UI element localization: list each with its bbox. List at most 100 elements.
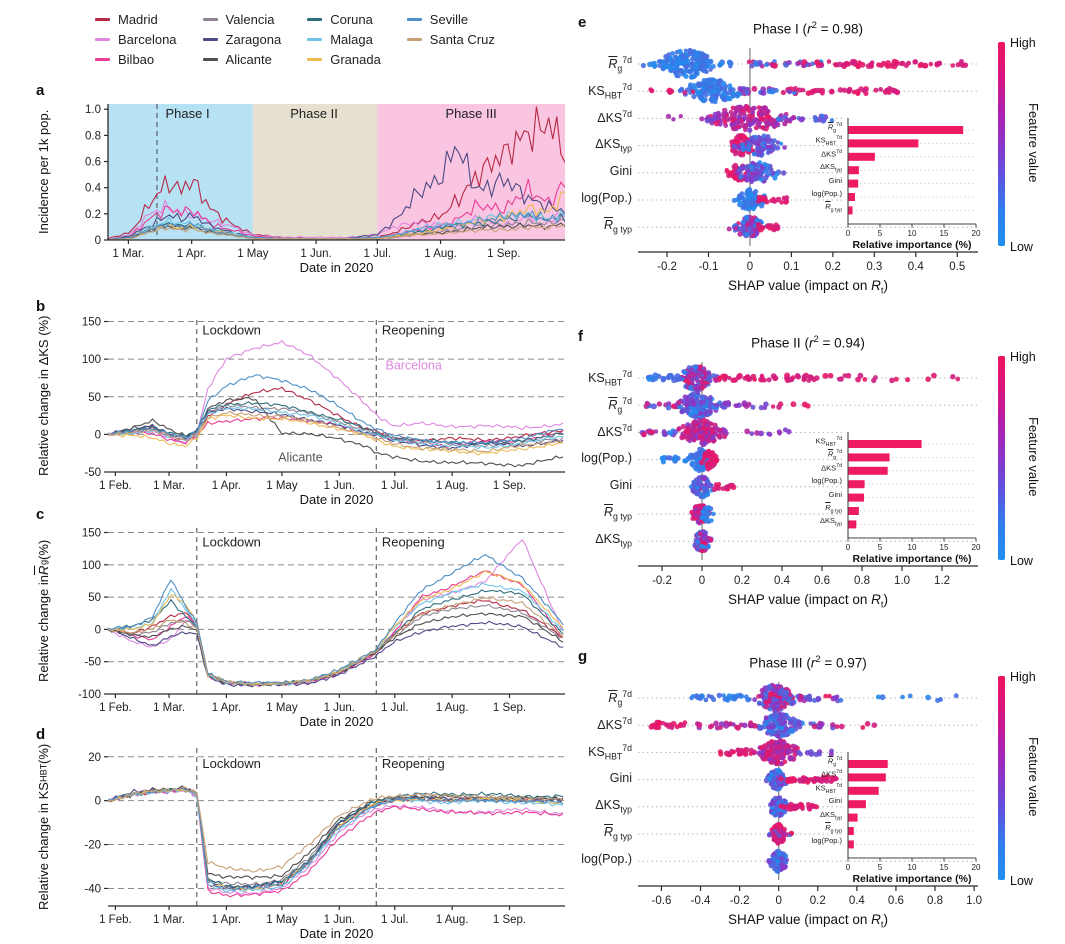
- y-axis-title-d: Relative change in KS HBT (%): [36, 743, 51, 911]
- legend-swatch: [307, 38, 323, 41]
- phase-label: Phase II: [290, 106, 338, 121]
- city-annotation: Alicante: [278, 450, 323, 464]
- x-tick-label: 1 Mar.: [153, 480, 185, 492]
- legend-label: Valencia: [225, 12, 275, 27]
- series-coruna: [108, 788, 564, 889]
- inset-tick-label: 15: [940, 863, 949, 872]
- legend-item-barcelona: Barcelona: [95, 32, 177, 47]
- shap-tick-label: 0: [699, 575, 705, 587]
- feature-label: ΔKS7d: [597, 423, 632, 440]
- shap-tick-label: 1.2: [934, 575, 950, 587]
- series-bilbao: [108, 788, 564, 898]
- legend-label: Madrid: [118, 12, 158, 27]
- feature-label: Rg typ: [603, 505, 632, 522]
- legend-item-malaga: Malaga: [307, 32, 381, 47]
- importance-bar: [848, 139, 919, 148]
- y-tick-label: 50: [88, 392, 101, 404]
- panel-letter-e: e: [578, 14, 587, 31]
- panel-letter-f: f: [578, 328, 583, 345]
- legend-item-madrid: Madrid: [95, 12, 177, 27]
- inset-tick-label: 20: [972, 543, 981, 552]
- legend-swatch: [95, 38, 110, 41]
- importance-bar: [848, 179, 859, 188]
- x-tick-label: 1 Jul.: [381, 702, 409, 714]
- panel-letter-g: g: [578, 648, 588, 665]
- importance-bar: [848, 773, 886, 782]
- colorbar-title: Feature value: [1026, 737, 1041, 817]
- series-zaragona: [108, 620, 564, 688]
- shap-x-axis-title: SHAP value (impact on Rt): [728, 912, 888, 931]
- importance-bar: [848, 152, 875, 161]
- x-tick-label: 1 Jun.: [324, 702, 355, 714]
- y-tick-label: 0.6: [85, 157, 101, 169]
- legend-swatch: [307, 18, 323, 21]
- x-tick-label: 1 Jul.: [381, 914, 409, 926]
- legend-swatch: [202, 38, 218, 41]
- x-tick-label: 1 Sep.: [493, 480, 526, 492]
- y-tick-label: -50: [84, 657, 101, 669]
- inset-tick-label: 15: [940, 229, 949, 238]
- plot-e: -0.2 -0.1 0 0.1 0.2 0.3 0.4 0.5 0 5 10 15 20Relative…: [638, 47, 986, 273]
- series-valencia: [108, 403, 564, 448]
- series-madrid: [108, 788, 564, 891]
- phase-label: Phase I: [166, 106, 210, 121]
- legend-label: Alicante: [225, 52, 272, 67]
- panel-title-e: Phase I (r2 = 0.98): [753, 20, 863, 37]
- series-barcelona: [108, 339, 564, 443]
- legend-swatch: [406, 18, 422, 21]
- inset-feature-label: ΔKS7d: [821, 148, 842, 159]
- inset-tick-label: 10: [908, 863, 917, 872]
- feature-label: ΔKStyp: [595, 532, 632, 549]
- feature-value-colorbar: [998, 676, 1005, 880]
- legend-item-granada: Granada: [307, 52, 381, 67]
- shap-tick-label: -0.2: [730, 895, 750, 907]
- series-seville: [108, 787, 564, 892]
- x-axis-title: Date in 2020: [300, 260, 374, 275]
- event-label: Reopening: [382, 322, 445, 337]
- panel-title-f: Phase II (r2 = 0.94): [751, 334, 865, 351]
- colorbar-high-label: High: [1010, 350, 1036, 364]
- y-tick-label: 100: [82, 354, 101, 366]
- x-axis-title: Date in 2020: [300, 492, 374, 507]
- shap-tick-label: -0.2: [652, 575, 672, 587]
- inset-feature-label: KSHBT7d: [815, 135, 842, 148]
- inset-tick-label: 5: [878, 543, 883, 552]
- colorbar-high-label: High: [1010, 36, 1036, 50]
- x-tick-label: 1 Mar.: [153, 702, 185, 714]
- y-tick-label: 20: [88, 752, 101, 764]
- inset-feature-label: log(Pop.): [811, 836, 842, 846]
- shap-x-axis-title: SHAP value (impact on Rt): [728, 278, 888, 297]
- y-tick-label: 0: [95, 429, 101, 441]
- inset-bg: [844, 116, 986, 226]
- importance-bar: [848, 800, 866, 809]
- legend-label: Seville: [429, 12, 469, 27]
- series-granada: [108, 414, 564, 456]
- plot-g: -0.6 -0.4 -0.2 0 0.2 0.4 0.6 0.8 1.0 0 5 10 15 20Rela…: [638, 682, 986, 907]
- legend-item-coruna: Coruna: [307, 12, 381, 27]
- legend-label: Bilbao: [118, 52, 155, 67]
- x-tick-label: 1 Aug.: [436, 702, 469, 714]
- y-tick-label: 150: [82, 317, 101, 329]
- y-tick-label: 0.8: [85, 130, 101, 142]
- legend-column: Seville Santa Cruz: [406, 12, 495, 67]
- legend-item-bilbao: Bilbao: [95, 52, 177, 67]
- feature-label: log(Pop.): [581, 852, 632, 867]
- importance-bar: [848, 813, 858, 822]
- inset-feature-label: Rg typ: [825, 503, 842, 515]
- event-label: Reopening: [382, 535, 445, 550]
- inset-feature-label: ΔKStyp: [819, 809, 842, 822]
- inset-x-axis-title: Relative importance (%): [852, 239, 971, 251]
- y-tick-label: -50: [84, 467, 101, 479]
- feature-label: ΔKStyp: [595, 136, 632, 154]
- x-tick-label: 1 Sep.: [487, 248, 520, 260]
- x-tick-label: 1 Aug.: [436, 914, 469, 926]
- inset-x-axis-title: Relative importance (%): [852, 553, 971, 565]
- feature-label: KSHBT7d: [588, 743, 632, 763]
- feature-label: Rg typ: [603, 218, 632, 235]
- series-seville: [108, 554, 564, 685]
- event-label: Reopening: [382, 756, 445, 771]
- legend-label: Malaga: [330, 32, 373, 47]
- legend-label: Santa Cruz: [429, 32, 495, 47]
- x-tick-label: 1 Apr.: [212, 702, 241, 714]
- phase-region: [108, 104, 253, 240]
